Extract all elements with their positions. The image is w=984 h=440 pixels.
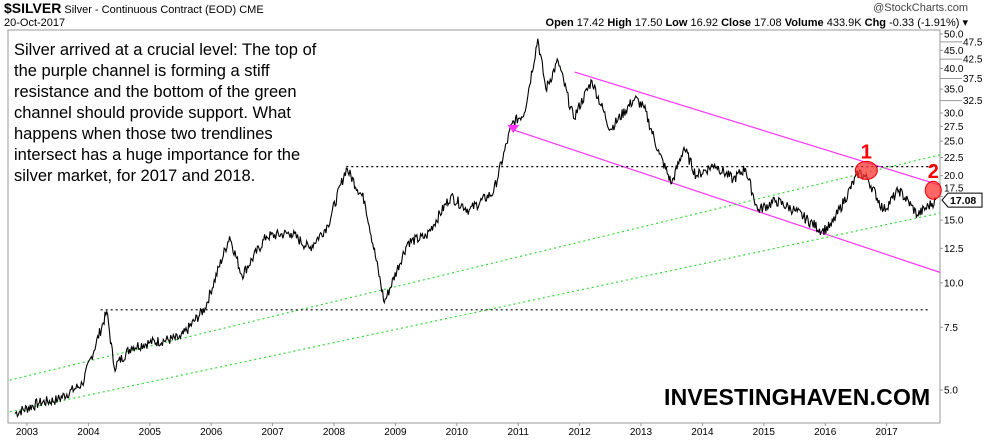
- x-tick-label: 2009: [384, 427, 407, 438]
- instrument-name: Silver - Continuous Contract (EOD): [64, 4, 237, 16]
- open-value: 17.42: [576, 17, 605, 29]
- x-tick-label: 2013: [630, 427, 653, 438]
- chg-label: Chg: [864, 17, 887, 29]
- volume-value: 433.9K: [826, 17, 862, 29]
- symbol: $SILVER: [4, 0, 62, 16]
- y-tick-label: 32.5: [963, 96, 983, 107]
- marker-label-1: 1: [861, 141, 872, 163]
- x-tick-label: 2016: [814, 427, 837, 438]
- y-tick-label: 37.5: [963, 74, 983, 85]
- x-tick-label: 2004: [77, 427, 100, 438]
- last-value-tag: [941, 192, 983, 208]
- marker-circle-2: [924, 180, 942, 200]
- y-tick-label: 40.0: [944, 64, 964, 75]
- x-tick-label: 2015: [753, 427, 776, 438]
- y-tick-label: 50.0: [944, 30, 964, 41]
- x-tick-label: 2007: [261, 427, 284, 438]
- watermark: INVESTINGHAVEN.COM: [664, 384, 931, 410]
- open-label: Open: [545, 17, 574, 29]
- chart-date: 20-Oct-2017: [4, 17, 66, 29]
- copyright: @StockCharts.com: [873, 2, 968, 14]
- x-tick-label: 2011: [507, 427, 529, 438]
- triangle-marker: [507, 124, 520, 133]
- trendline-green-channel-top: [9, 154, 941, 381]
- y-tick-label: 47.5: [963, 37, 983, 48]
- close-value: 17.08: [754, 17, 782, 29]
- trendline-purple-channel-top: [574, 71, 941, 186]
- x-tick-label: 2006: [200, 427, 223, 438]
- y-tick-label: 20.0: [944, 171, 964, 182]
- x-tick-label: 2005: [139, 427, 162, 438]
- exchange: CME: [239, 4, 264, 16]
- dropdown-arrow-icon[interactable]: ▾: [962, 17, 968, 29]
- marker-circle-1: [854, 160, 878, 180]
- marker-label-2: 2: [928, 161, 939, 183]
- last-value-label: 17.08: [950, 195, 976, 207]
- x-tick-label: 2014: [691, 427, 714, 438]
- y-tick-label: 7.5: [944, 323, 958, 334]
- trendline-purple-channel-bottom: [513, 129, 941, 273]
- chg-value: -0.33 (-1.91%): [889, 17, 960, 29]
- y-tick-label: 25.0: [944, 137, 964, 148]
- x-tick-label: 2010: [446, 427, 469, 438]
- x-tick-label: 2012: [568, 427, 591, 438]
- y-tick-label: 5.0: [944, 386, 958, 397]
- y-tick-label: 17.5: [944, 184, 964, 195]
- plot-frame: [7, 29, 941, 424]
- y-tick-label: 12.5: [944, 244, 964, 255]
- x-tick-label: 2003: [16, 427, 39, 438]
- y-tick-label: 35.0: [944, 85, 964, 96]
- close-label: Close: [721, 17, 752, 29]
- high-label: High: [607, 17, 632, 29]
- x-tick-label: 2008: [323, 427, 346, 438]
- y-tick-label: 22.5: [944, 153, 964, 164]
- price-line: [14, 38, 937, 418]
- low-value: 16.92: [690, 17, 719, 29]
- y-tick-label: 30.0: [944, 108, 964, 119]
- y-tick-label: 45.0: [944, 46, 964, 57]
- low-label: Low: [665, 17, 688, 29]
- annotation-text: Silver arrived at a crucial level: The t…: [14, 41, 317, 185]
- y-tick-label: 10.0: [944, 278, 964, 289]
- x-tick-label: 2017: [875, 427, 898, 438]
- y-tick-label: 42.5: [963, 55, 983, 66]
- y-tick-label: 27.5: [944, 122, 964, 133]
- ohlc-readout: Open 17.42 High 17.50 Low 16.92 Close 17…: [546, 17, 968, 30]
- chart-title: $SILVER Silver - Continuous Contract (EO…: [4, 0, 264, 18]
- trendline-green-channel-bottom: [9, 212, 941, 413]
- high-value: 17.50: [634, 17, 663, 29]
- volume-label: Volume: [784, 17, 824, 29]
- y-tick-label: 15.0: [944, 216, 964, 227]
